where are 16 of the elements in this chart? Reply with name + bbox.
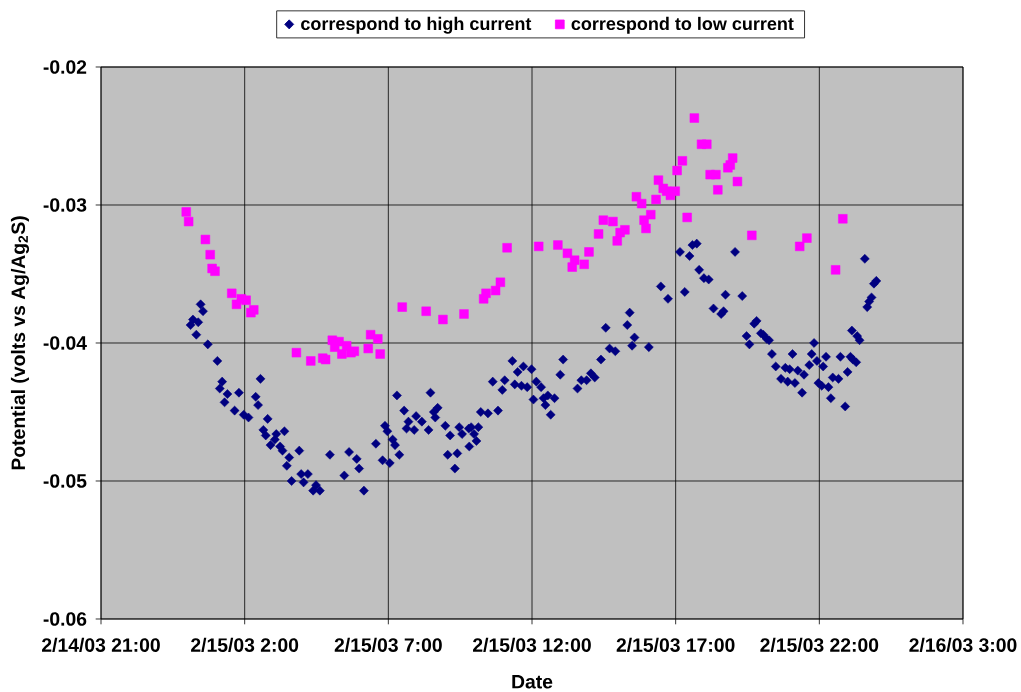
x-tick-label: 2/15/03 12:00 (473, 637, 591, 653)
y-tick-label: -0.05 (43, 474, 87, 488)
y-tick-label: -0.02 (43, 60, 87, 74)
y-tick-label: -0.03 (43, 198, 87, 212)
x-tick-label: 2/14/03 21:00 (42, 637, 160, 653)
x-tick-label: 2/15/03 17:00 (616, 637, 735, 653)
x-tick-label: 2/15/03 22:00 (760, 637, 879, 653)
x-tick-label: 2/15/03 2:00 (191, 637, 299, 653)
y-tick-label: -0.04 (43, 336, 87, 350)
legend-label: correspond to low current (571, 16, 794, 34)
legend-label: correspond to high current (301, 16, 532, 34)
x-tick-label: 2/15/03 7:00 (334, 637, 442, 653)
x-axis-title: Date (512, 675, 553, 689)
x-tick-label: 2/16/03 3:00 (909, 637, 1017, 653)
y-tick-label: -0.06 (43, 612, 87, 626)
y-axis-title: Potential (volts vs Ag/Ag$_{2}$S) (10, 216, 30, 470)
